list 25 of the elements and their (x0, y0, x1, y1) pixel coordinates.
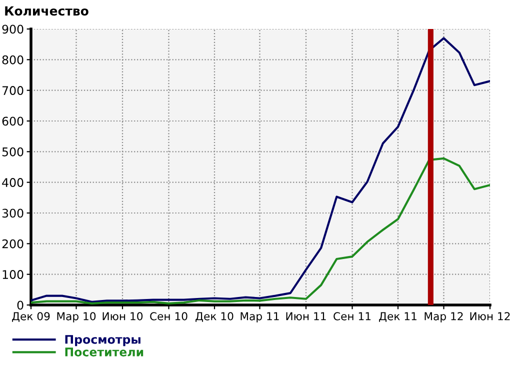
y-tick-label: 0 (17, 300, 24, 310)
y-tick-label: 900 (2, 24, 24, 34)
y-tick-label: 300 (2, 208, 24, 218)
x-tick-label: Дек 09 (12, 312, 50, 322)
y-tick-label: 600 (2, 116, 24, 126)
legend-label: Посетители (65, 348, 144, 356)
x-tick-label: Дек 11 (379, 312, 416, 322)
chart-title: Количество (5, 6, 88, 16)
x-tick-label: Июн 11 (286, 312, 326, 320)
x-tick-label: Сен 11 (334, 312, 371, 320)
x-tick-label: Июн 12 (470, 312, 510, 320)
line-series (31, 37, 490, 303)
x-tick-label: Сен 10 (150, 312, 188, 320)
y-tick-label: 400 (2, 178, 24, 187)
y-tick-label: 800 (2, 55, 24, 64)
y-tick-label: 500 (2, 147, 24, 156)
legend-label: Просмотры (65, 335, 140, 346)
x-tick-label: Мар 11 (240, 312, 279, 322)
x-tick-label: Мар 12 (424, 312, 463, 322)
y-tick-label: 100 (2, 270, 24, 279)
x-tick-label: Мар 10 (57, 312, 96, 322)
y-tick-label: 200 (2, 239, 24, 248)
y-tick-label: 700 (2, 86, 24, 95)
x-tick-label: Дек 10 (196, 312, 234, 322)
x-tick-label: Июн 10 (102, 312, 143, 320)
